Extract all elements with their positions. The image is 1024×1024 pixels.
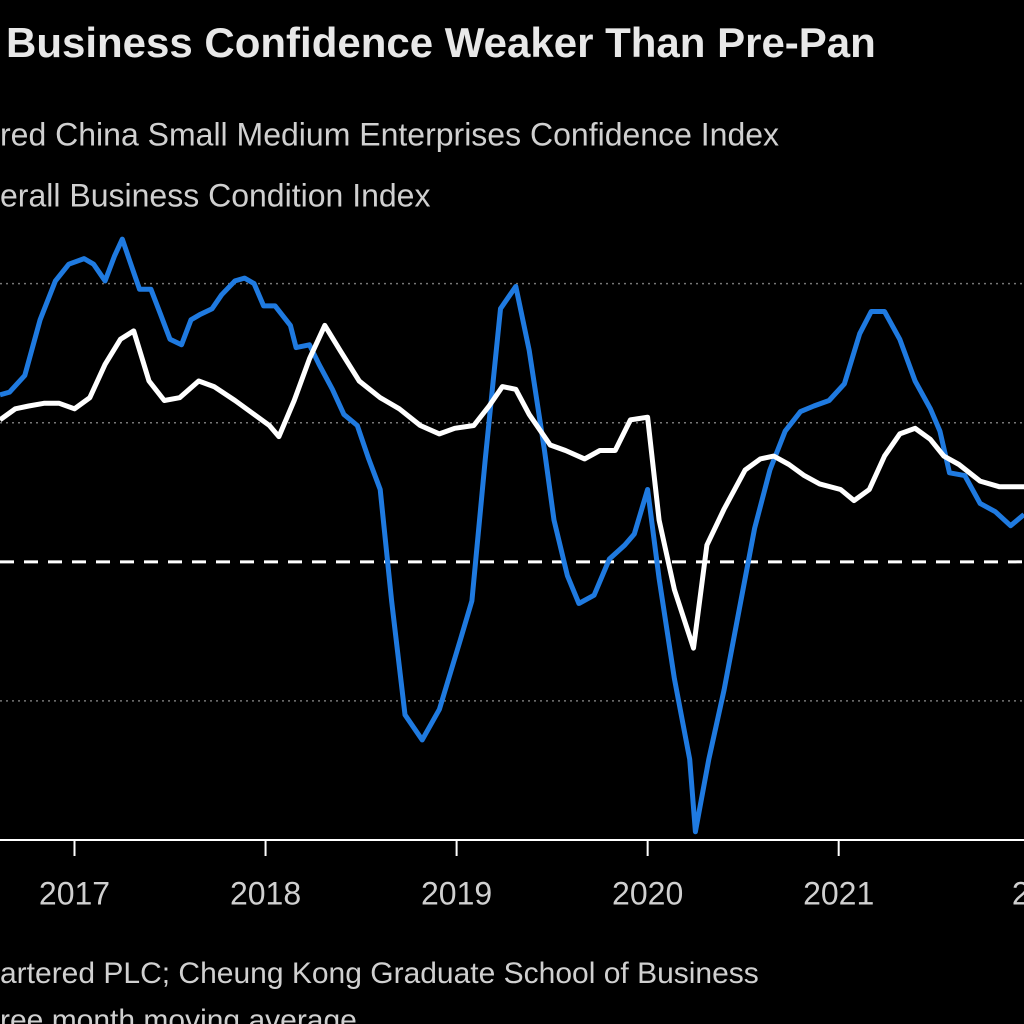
x-tick-label: 2020 xyxy=(612,875,683,911)
source-note: artered PLC; Cheung Kong Graduate School… xyxy=(0,957,759,990)
x-tick-label: 2018 xyxy=(230,875,301,911)
chart-title: Business Confidence Weaker Than Pre-Pan xyxy=(6,19,876,66)
series-line xyxy=(0,322,1024,651)
series-line xyxy=(0,236,1024,835)
x-tick-label: 2019 xyxy=(421,875,492,911)
legend-label: red China Small Medium Enterprises Confi… xyxy=(0,116,779,152)
source-note: ree month moving average xyxy=(0,1004,357,1024)
x-tick-label: 20 xyxy=(1012,875,1024,911)
x-tick-label: 2017 xyxy=(39,875,110,911)
legend-label: erall Business Condition Index xyxy=(0,177,430,213)
x-tick-label: 2021 xyxy=(803,875,874,911)
